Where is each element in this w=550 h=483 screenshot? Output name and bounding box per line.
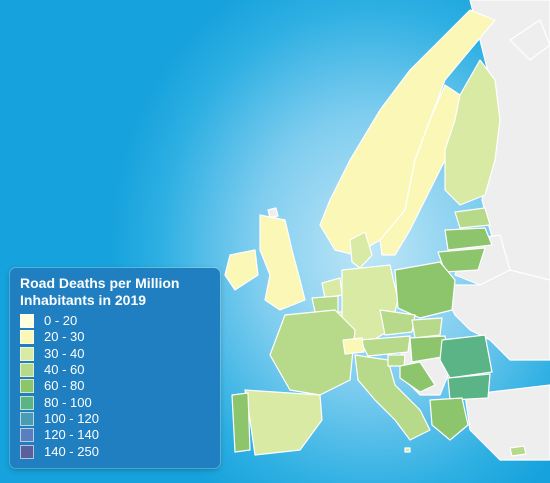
legend-row: 140 - 250 — [20, 443, 210, 459]
region-italy — [354, 354, 431, 441]
legend-swatch — [20, 395, 34, 410]
region-croatia — [399, 361, 436, 393]
region-cyprus — [509, 445, 527, 457]
legend-label: 30 - 40 — [44, 345, 85, 361]
legend-swatch — [20, 428, 34, 443]
countries — [224, 9, 527, 457]
legend-row: 60 - 80 — [20, 378, 210, 394]
legend-title-line2: Inhabitants in 2019 — [20, 292, 147, 308]
region-greece — [429, 397, 469, 441]
region-poland — [394, 261, 456, 319]
legend-swatch — [20, 314, 34, 329]
region-austria — [359, 335, 411, 357]
legend-label: 80 - 100 — [44, 394, 92, 410]
region-united-kingdom — [259, 214, 306, 311]
legend-title-line1: Road Deaths per Million — [20, 275, 180, 291]
legend-label: 60 - 80 — [44, 378, 85, 394]
region-latvia — [444, 227, 493, 251]
legend-label: 120 - 140 — [44, 427, 99, 443]
region-denmark — [349, 231, 373, 269]
legend-title: Road Deaths per Million Inhabitants in 2… — [20, 275, 210, 309]
iceland-faroe — [267, 207, 279, 219]
legend-row: 100 - 120 — [20, 411, 210, 427]
region-portugal — [231, 392, 251, 453]
region-bulgaria — [447, 373, 491, 401]
norway-north-edge — [509, 19, 550, 61]
legend-label: 140 - 250 — [44, 443, 99, 459]
legend-swatch — [20, 379, 34, 394]
legend-swatch — [20, 444, 34, 459]
legend-label: 40 - 60 — [44, 362, 85, 378]
legend-row: 0 - 20 — [20, 313, 210, 329]
region-france — [269, 309, 356, 396]
region-slovakia — [411, 317, 443, 339]
region-ireland — [224, 249, 259, 291]
region-netherlands — [321, 277, 343, 299]
legend-swatch — [20, 363, 34, 378]
ukraine — [439, 269, 550, 361]
region-spain — [244, 389, 323, 456]
region-finland — [444, 59, 501, 206]
legend-swatch — [20, 330, 34, 345]
turkey — [464, 384, 550, 461]
legend-row: 20 - 30 — [20, 329, 210, 345]
region-czechia — [379, 309, 416, 336]
legend-row: 40 - 60 — [20, 362, 210, 378]
region-malta — [404, 447, 411, 453]
region-switzerland — [342, 337, 365, 355]
region-slovenia — [387, 354, 406, 367]
legend-label: 100 - 120 — [44, 410, 99, 426]
legend-row: 30 - 40 — [20, 346, 210, 362]
region-estonia — [454, 207, 491, 229]
legend-rows: 0 - 20 20 - 30 30 - 40 40 - 60 60 - 80 8… — [20, 313, 210, 460]
legend-swatch — [20, 411, 34, 426]
region-romania — [439, 334, 493, 379]
legend-label: 20 - 30 — [44, 329, 85, 345]
legend-row: 120 - 140 — [20, 427, 210, 443]
legend-label: 0 - 20 — [44, 313, 78, 329]
legend-swatch — [20, 346, 34, 361]
legend-row: 80 - 100 — [20, 394, 210, 410]
map-legend: Road Deaths per Million Inhabitants in 2… — [10, 268, 220, 468]
